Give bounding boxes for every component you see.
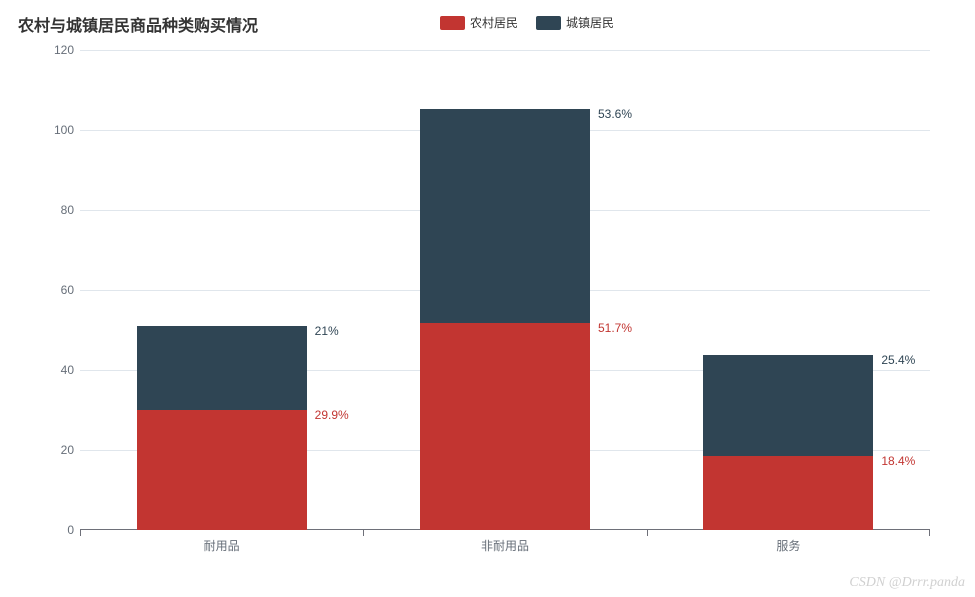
x-tick: [363, 530, 364, 536]
x-tick-label: 服务: [776, 537, 800, 554]
y-tick-label: 0: [42, 523, 74, 537]
y-tick-label: 60: [42, 283, 74, 297]
plot-area: 020406080100120耐用品29.9%21%非耐用品51.7%53.6%…: [80, 50, 930, 530]
bar-segment-rural[interactable]: [703, 456, 873, 530]
legend-label-rural: 农村居民: [470, 14, 518, 31]
y-tick-label: 80: [42, 203, 74, 217]
bar-value-label-rural: 51.7%: [598, 321, 632, 335]
y-tick-label: 40: [42, 363, 74, 377]
x-tick: [647, 530, 648, 536]
x-tick: [80, 530, 81, 536]
bar-value-label-rural: 29.9%: [315, 408, 349, 422]
bar-value-label-rural: 18.4%: [881, 454, 915, 468]
legend-label-urban: 城镇居民: [566, 14, 614, 31]
bar-value-label-urban: 25.4%: [881, 353, 915, 367]
legend-item-urban[interactable]: 城镇居民: [536, 14, 614, 31]
legend: 农村居民 城镇居民: [440, 14, 614, 31]
bar-segment-rural[interactable]: [137, 410, 307, 530]
legend-swatch-urban: [536, 16, 561, 30]
x-tick-label: 耐用品: [204, 537, 240, 554]
legend-item-rural[interactable]: 农村居民: [440, 14, 518, 31]
x-tick: [929, 530, 930, 536]
chart-title: 农村与城镇居民商品种类购买情况: [18, 12, 258, 36]
bar-segment-urban[interactable]: [420, 109, 590, 323]
y-tick-label: 100: [42, 123, 74, 137]
gridline: [80, 50, 930, 51]
x-tick-label: 非耐用品: [481, 537, 529, 554]
bar-segment-urban[interactable]: [137, 326, 307, 410]
bar-segment-urban[interactable]: [703, 355, 873, 457]
y-tick-label: 120: [42, 43, 74, 57]
y-tick-label: 20: [42, 443, 74, 457]
legend-swatch-rural: [440, 16, 465, 30]
watermark: CSDN @Drrr.panda: [849, 575, 965, 591]
bar-value-label-urban: 21%: [315, 324, 339, 338]
bar-value-label-urban: 53.6%: [598, 107, 632, 121]
bar-segment-rural[interactable]: [420, 323, 590, 530]
